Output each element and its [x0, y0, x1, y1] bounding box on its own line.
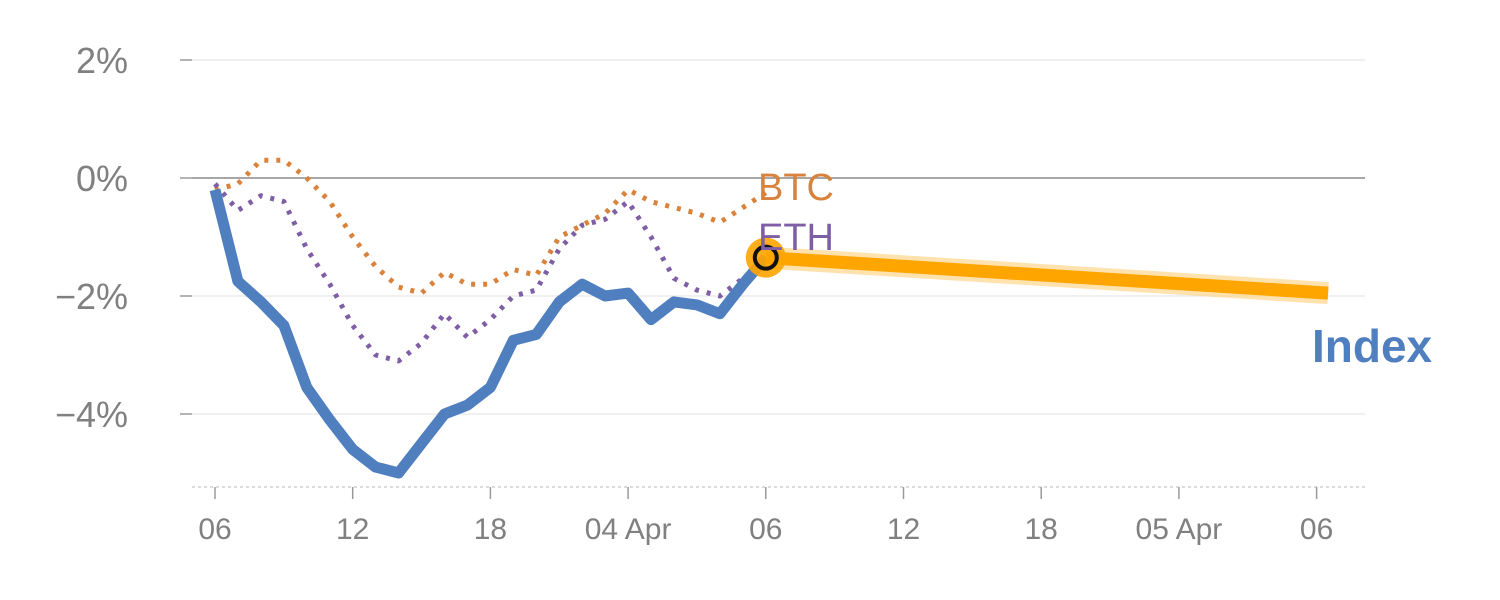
- series-label-btc: BTC: [758, 167, 834, 209]
- current-marker: [752, 244, 779, 271]
- x-tick-label: 12: [887, 513, 920, 546]
- axis-layer: 2% 0% −2% −4% 06 12 18 04 Apr 06 12 18 05 Apr 06: [55, 40, 1365, 546]
- grid-layer: [192, 59, 1365, 415]
- x-tick-label: 06: [749, 513, 782, 546]
- x-tick-label: 04 Apr: [585, 513, 672, 546]
- y-tick-label: 0%: [76, 158, 128, 199]
- x-tick-label: 05 Apr: [1136, 513, 1223, 546]
- x-tick-label: 06: [198, 513, 231, 546]
- series-line-index-forecast: [765, 251, 1329, 300]
- y-tick-label: −2%: [55, 276, 128, 317]
- series-label-index: Index: [1312, 320, 1433, 372]
- series-line-index: [209, 188, 770, 479]
- series-line-eth: [213, 182, 768, 364]
- series-layer: [209, 157, 1329, 479]
- series-line-btc: [214, 157, 768, 296]
- label-layer: BTC ETH Index: [758, 167, 1433, 372]
- y-tick-label: 2%: [76, 40, 128, 81]
- x-tick-label: 18: [1025, 513, 1058, 546]
- y-tick-label: −4%: [55, 394, 128, 435]
- current-marker-halo: [745, 237, 786, 278]
- x-tick-label: 12: [336, 513, 369, 546]
- x-tick-label: 18: [474, 513, 507, 546]
- series-label-eth: ETH: [758, 217, 834, 259]
- x-tick-label: 06: [1300, 513, 1333, 546]
- marker-layer: [745, 237, 786, 278]
